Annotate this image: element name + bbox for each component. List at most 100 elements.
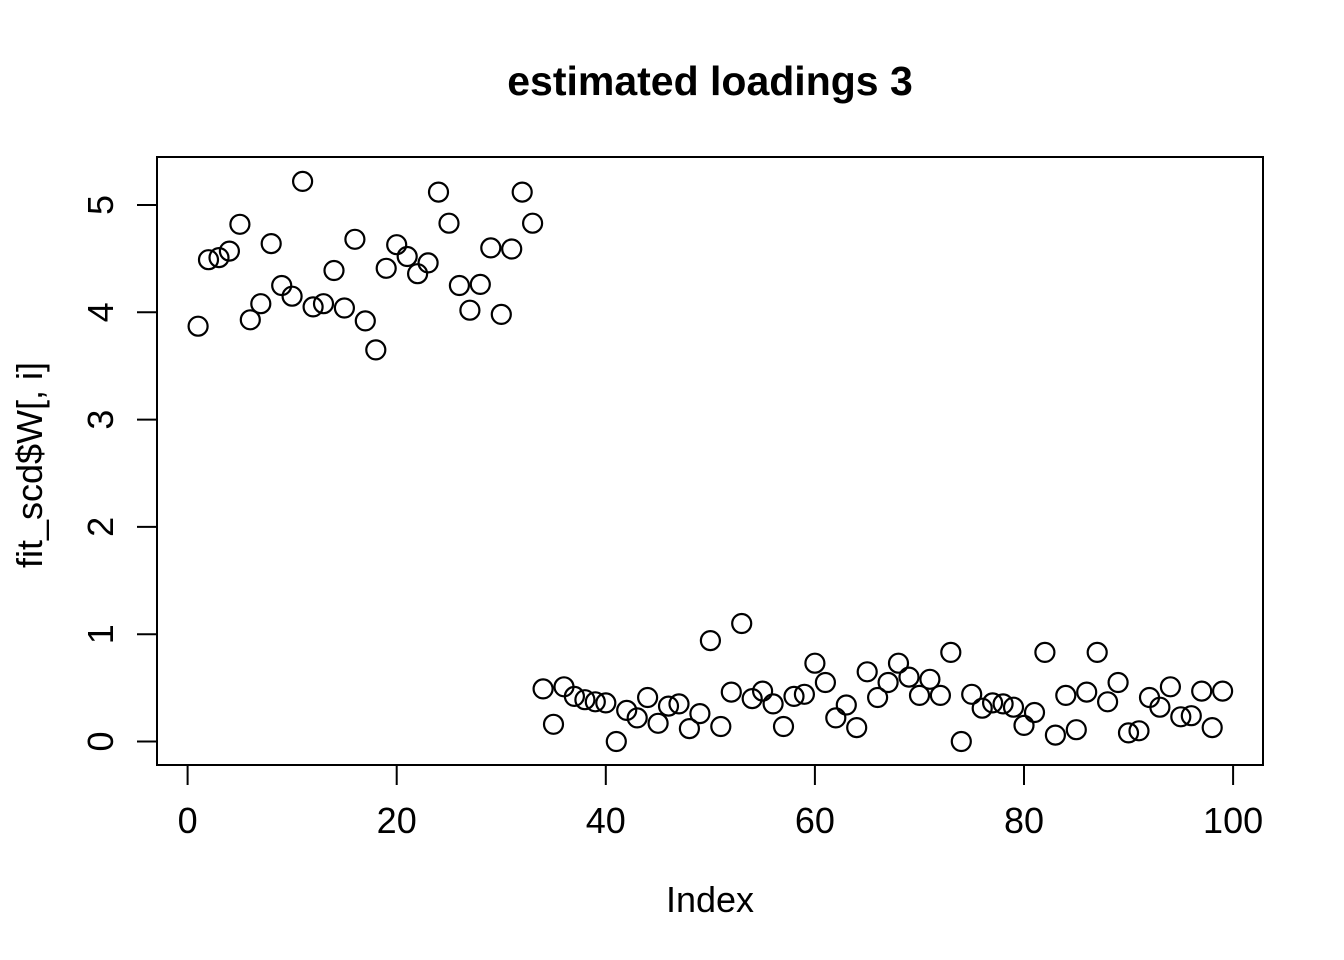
data-point <box>344 228 366 250</box>
data-point <box>1002 696 1025 718</box>
data-point <box>218 240 240 262</box>
data-point <box>1149 696 1171 718</box>
data-point <box>281 285 303 307</box>
data-point <box>365 339 387 361</box>
data-point <box>992 693 1014 715</box>
data-point <box>375 257 397 279</box>
data-point <box>626 707 648 729</box>
data-point <box>595 692 617 714</box>
data-point <box>417 252 439 274</box>
data-point <box>1076 681 1098 703</box>
data-point <box>584 691 606 713</box>
data-point <box>961 683 983 705</box>
data-point <box>814 671 837 694</box>
data-point <box>1065 719 1087 741</box>
data-point <box>292 170 314 192</box>
y-tick-label: 1 <box>80 624 121 644</box>
data-point <box>751 680 774 702</box>
data-point <box>354 310 376 332</box>
data-point <box>783 685 805 708</box>
data-points-layer <box>187 170 1234 753</box>
x-tick-label: 0 <box>178 800 198 841</box>
data-point <box>689 702 711 725</box>
data-point <box>1128 720 1150 742</box>
data-point <box>260 233 282 255</box>
data-point <box>668 693 690 715</box>
data-point <box>731 612 753 635</box>
data-point <box>1107 671 1129 694</box>
data-point <box>835 694 857 716</box>
data-point <box>1086 641 1108 664</box>
data-point <box>271 274 293 297</box>
data-point <box>1117 722 1140 744</box>
data-point <box>333 297 355 319</box>
data-point <box>511 181 533 203</box>
data-point <box>469 273 491 295</box>
data-point <box>710 715 732 738</box>
data-point <box>1044 724 1067 746</box>
x-tick-label: 80 <box>1004 800 1044 841</box>
data-point <box>856 661 878 683</box>
data-point <box>772 715 795 738</box>
data-point <box>250 293 272 315</box>
data-point <box>678 717 701 740</box>
x-axis-ticks: 0 20 40 60 80 100 <box>178 765 1263 841</box>
data-point <box>490 303 512 325</box>
data-point <box>427 181 450 203</box>
y-axis-ticks: 0 1 2 3 4 5 <box>80 195 157 752</box>
data-point <box>1096 691 1119 713</box>
data-point <box>919 668 941 690</box>
data-point <box>1211 680 1234 702</box>
x-tick-label: 40 <box>586 800 626 841</box>
data-point <box>720 681 742 703</box>
data-point <box>239 309 261 331</box>
y-tick-label: 4 <box>80 302 121 322</box>
data-point <box>1180 705 1202 727</box>
data-point <box>898 666 920 688</box>
data-point <box>908 684 931 707</box>
data-point <box>574 689 596 711</box>
data-point <box>501 238 523 260</box>
data-point <box>197 249 220 271</box>
data-point <box>532 678 554 700</box>
data-point <box>793 683 816 705</box>
y-axis-label: fit_scd$W[, i] <box>9 362 50 568</box>
data-point <box>825 707 847 729</box>
data-point <box>386 234 408 256</box>
data-point <box>981 692 1004 714</box>
data-point <box>1191 680 1213 702</box>
data-point <box>877 671 899 694</box>
data-point <box>323 259 345 282</box>
data-point <box>480 237 502 259</box>
data-point <box>762 693 784 715</box>
data-point <box>971 697 993 719</box>
data-point <box>407 263 429 285</box>
data-point <box>208 247 230 269</box>
data-point <box>846 716 868 739</box>
y-tick-label: 3 <box>80 410 121 430</box>
data-point <box>804 652 826 674</box>
data-point <box>312 293 335 315</box>
data-point <box>636 686 659 709</box>
x-tick-label: 60 <box>795 800 835 841</box>
y-tick-label: 0 <box>80 731 121 751</box>
chart-title: estimated loadings 3 <box>507 58 913 104</box>
data-point <box>940 641 962 664</box>
plot-box <box>156 156 1264 766</box>
data-point <box>563 685 586 708</box>
y-tick-label: 5 <box>80 195 121 215</box>
data-point <box>1201 716 1223 739</box>
data-point <box>699 629 722 652</box>
data-point <box>647 712 669 734</box>
data-point <box>302 296 324 318</box>
data-point <box>396 245 418 268</box>
data-point <box>616 699 638 722</box>
data-point <box>1170 706 1192 728</box>
data-point <box>448 274 470 297</box>
data-point <box>887 652 910 674</box>
data-point <box>542 713 565 735</box>
data-point <box>229 213 251 235</box>
x-tick-label: 20 <box>377 800 417 841</box>
y-tick-label: 2 <box>80 517 121 537</box>
